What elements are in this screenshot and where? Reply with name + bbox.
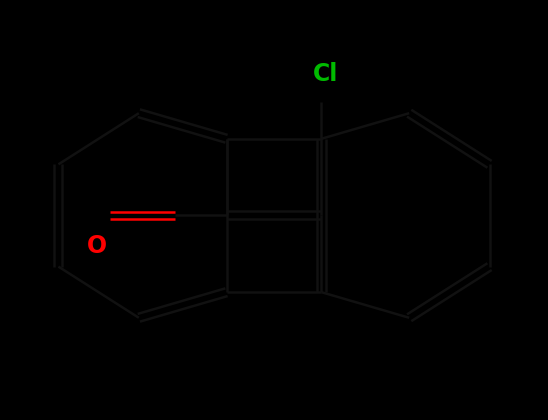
Text: Cl: Cl (312, 62, 338, 86)
Text: O: O (87, 234, 106, 258)
